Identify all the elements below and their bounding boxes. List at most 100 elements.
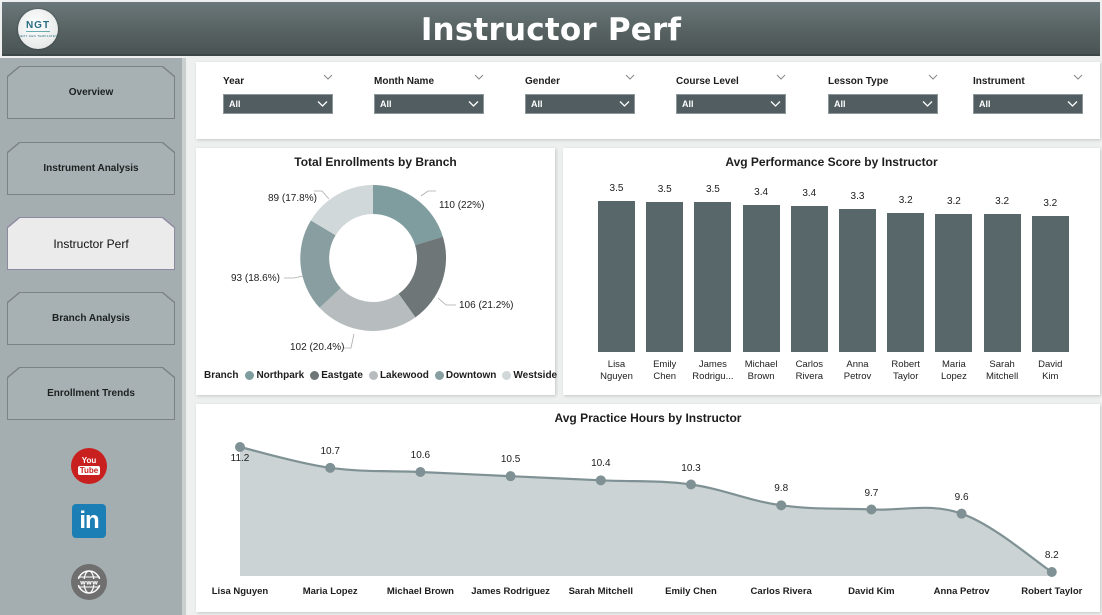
month-name-dropdown[interactable]: All <box>374 94 484 114</box>
bar-category-label: Robert Taylor <box>881 359 931 383</box>
bar[interactable] <box>935 214 973 352</box>
chart-title: Avg Performance Score by Instructor <box>725 155 938 169</box>
nav-instructor-perf-button[interactable]: Instructor Perf <box>8 218 174 269</box>
chevron-down-icon[interactable] <box>928 72 938 82</box>
bar[interactable] <box>839 209 876 352</box>
legend-item-downtown[interactable]: Downtown <box>434 370 496 381</box>
dropdown-value: All <box>531 99 543 109</box>
linkedin-icon[interactable]: in <box>72 504 106 538</box>
x-axis-label: Robert Taylor <box>1021 586 1083 597</box>
donut-slice-eastgate[interactable] <box>398 236 447 318</box>
legend-item-northpark[interactable]: Northpark <box>245 370 304 381</box>
x-axis-label: Lisa Nguyen <box>211 586 269 597</box>
donut-slice-lakewood[interactable] <box>319 288 416 331</box>
donut-slice-westside[interactable] <box>310 185 373 236</box>
bar[interactable] <box>1031 216 1069 352</box>
legend-label: Northpark <box>256 370 305 381</box>
legend-item-westside[interactable]: Westside <box>502 370 557 381</box>
donut-legend: Branch Northpark Eastgate Lakewood Downt… <box>204 370 559 381</box>
data-point-marker[interactable] <box>686 479 696 490</box>
year-dropdown[interactable]: All <box>223 94 333 114</box>
bar[interactable] <box>887 213 925 352</box>
bar[interactable] <box>646 202 684 352</box>
bar[interactable] <box>983 214 1021 352</box>
bar-category-label: David Kim <box>1025 359 1075 383</box>
lesson-type-dropdown[interactable]: All <box>828 94 938 114</box>
donut-label-eastgate: 106 (21.2%) <box>459 300 514 311</box>
donut-slice-downtown[interactable] <box>300 220 341 308</box>
legend-item-lakewood[interactable]: Lakewood <box>368 370 429 381</box>
bar-name-line: Anna <box>846 359 869 370</box>
practice-hours-chart: Avg Practice Hours by Instructor 11.2 Lis… <box>196 404 1100 612</box>
bar[interactable] <box>694 202 732 352</box>
data-point-marker[interactable] <box>235 442 245 452</box>
bar-value-label: 3.2 <box>898 195 913 206</box>
chevron-down-icon <box>619 101 630 107</box>
data-point-marker[interactable] <box>956 508 967 519</box>
point-value-label: 10.6 <box>410 450 431 461</box>
x-axis-label: David Kim <box>848 586 895 597</box>
point-value-label: 9.7 <box>864 487 879 499</box>
logo-text: NGT <box>25 19 51 32</box>
bar-category-label: Carlos Rivera <box>784 359 834 383</box>
point-value-label: 9.8 <box>774 483 789 495</box>
header-bar: NGT NEXT GEN TEMPLATES Instructor Perf <box>2 2 1100 56</box>
donut-label-northpark: 110 (22%) <box>439 200 485 211</box>
x-axis-label: Michael Brown <box>386 586 454 597</box>
nav-instrument-analysis-button[interactable]: Instrument Analysis <box>8 143 174 194</box>
x-axis-label: Emily Chen <box>665 586 717 597</box>
data-point-marker[interactable] <box>1046 567 1057 577</box>
chevron-down-icon[interactable] <box>776 72 786 82</box>
bar-category-label: Anna Petrov <box>833 359 883 383</box>
bar[interactable] <box>598 201 635 352</box>
point-value-label: 10.3 <box>681 462 701 474</box>
youtube-tube-text: Tube <box>77 466 101 475</box>
bar-name-line: Robert <box>891 359 920 370</box>
area-fill <box>240 447 1052 576</box>
bar-category-label: Sarah Mitchell <box>977 359 1027 383</box>
x-axis-label: Sarah Mitchell <box>568 586 633 597</box>
chevron-down-icon[interactable] <box>474 72 484 82</box>
legend-item-eastgate[interactable]: Eastgate <box>310 370 363 381</box>
bar[interactable] <box>742 205 780 352</box>
bar[interactable] <box>790 206 828 352</box>
nav-enrollment-trends-button[interactable]: Enrollment Trends <box>8 368 174 419</box>
ngt-logo: NGT NEXT GEN TEMPLATES <box>18 9 58 49</box>
bar-value-label: 3.2 <box>1043 198 1058 209</box>
chevron-down-icon[interactable] <box>1073 72 1083 82</box>
data-point-marker[interactable] <box>595 475 606 486</box>
point-value-label: 11.2 <box>230 453 250 464</box>
bar-value-label: 3.2 <box>946 196 961 207</box>
legend-label: Eastgate <box>321 370 363 381</box>
filter-label: Instrument <box>973 76 1025 87</box>
bar-category-label: James Rodrigu... <box>688 359 738 383</box>
gender-dropdown[interactable]: All <box>525 94 635 114</box>
chart-title: Avg Practice Hours by Instructor <box>554 411 742 425</box>
bar-value-label: 3.5 <box>609 183 624 194</box>
chevron-down-icon[interactable] <box>323 72 333 82</box>
data-point-marker[interactable] <box>325 462 336 473</box>
legend-dot-icon <box>368 371 378 380</box>
nav-overview-button[interactable]: Overview <box>8 67 174 118</box>
bar-value-label: 3.4 <box>754 187 769 198</box>
data-point-marker[interactable] <box>505 471 516 482</box>
donut-slice-northpark[interactable] <box>373 184 443 246</box>
legend-dot-icon <box>245 371 255 380</box>
instrument-dropdown[interactable]: All <box>973 94 1083 114</box>
chevron-down-icon <box>468 101 479 107</box>
course-level-dropdown[interactable]: All <box>676 94 786 114</box>
nav-branch-analysis-button[interactable]: Branch Analysis <box>8 293 174 344</box>
data-point-marker[interactable] <box>415 467 426 477</box>
chevron-down-icon <box>317 101 328 107</box>
bar-name-line: Taylor <box>893 371 919 382</box>
data-point-marker[interactable] <box>866 504 877 515</box>
youtube-icon[interactable]: You Tube <box>71 448 107 484</box>
globe-www-icon[interactable]: www <box>71 564 107 600</box>
data-point-marker[interactable] <box>776 500 787 511</box>
bar-value-label: 3.5 <box>705 184 720 195</box>
globe-icon: www <box>77 570 101 594</box>
chevron-down-icon[interactable] <box>625 72 635 82</box>
dropdown-value: All <box>229 99 241 109</box>
bar-name-line: Chen <box>653 371 677 382</box>
legend-label: Lakewood <box>379 370 429 381</box>
